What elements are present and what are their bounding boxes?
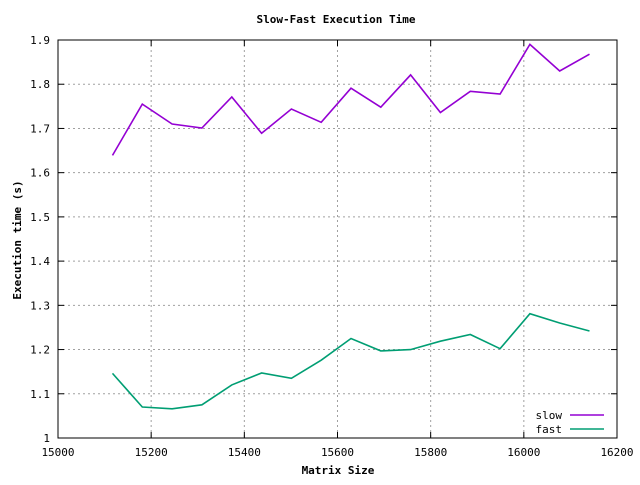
series-line-slow [111,43,590,156]
series-lines [111,43,590,410]
legend-label: fast [536,423,563,436]
y-tick-label: 1.9 [30,34,50,47]
y-axis-label: Execution time (s) [11,180,24,299]
y-tick-label: 1.1 [30,388,50,401]
chart-title: Slow-Fast Execution Time [257,13,416,26]
series-line-fast [111,312,590,410]
x-tick-label: 16000 [507,446,540,459]
legend-label: slow [536,409,563,422]
x-tick-label: 15800 [414,446,447,459]
y-tick-label: 1.7 [30,122,50,135]
x-tick-label: 15200 [135,446,168,459]
x-tick-label: 15600 [321,446,354,459]
y-tick-label: 1.2 [30,344,50,357]
x-tick-label: 16200 [600,446,633,459]
axes: 1 1.1 1.2 1.3 1.4 1.5 1.6 1.7 1.8 1.9 15000 15200 15… [30,34,633,459]
x-tick-label: 15400 [228,446,261,459]
y-tick-label: 1.6 [30,167,50,180]
x-axis-label: Matrix Size [302,464,375,477]
y-tick-label: 1.5 [30,211,50,224]
y-tick-label: 1 [43,432,50,445]
y-tick-label: 1.3 [30,299,50,312]
grid [58,40,617,438]
y-tick-label: 1.4 [30,255,50,268]
plot-frame [57,39,618,439]
y-tick-label: 1.8 [30,78,50,91]
x-tick-label: 15000 [41,446,74,459]
